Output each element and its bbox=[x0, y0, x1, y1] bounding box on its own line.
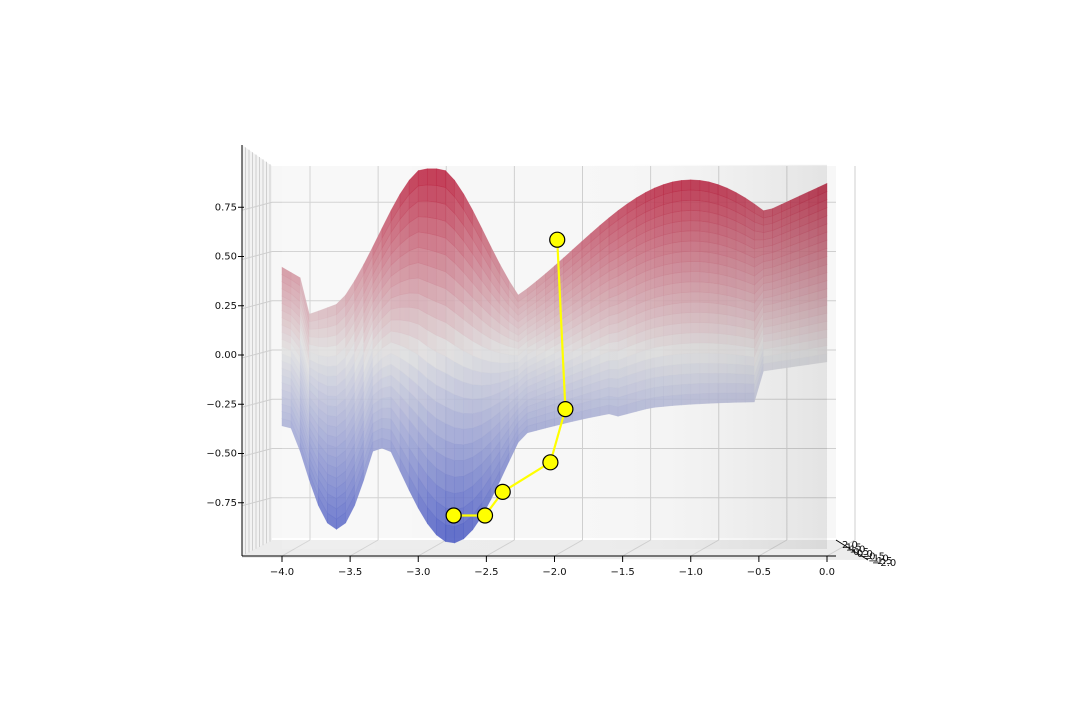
surface-shading bbox=[282, 164, 827, 549]
axes bbox=[241, 145, 869, 561]
x-tick-label: −3.0 bbox=[406, 567, 430, 578]
x-tick-label: −1.5 bbox=[610, 567, 634, 578]
y-tick-label: 1.5 bbox=[846, 542, 862, 553]
y-tick-label: −2.0 bbox=[872, 558, 896, 569]
grid-x-floor-line bbox=[826, 539, 856, 557]
y-tick-label: −1.5 bbox=[868, 556, 892, 567]
x-tick-label: −2.0 bbox=[542, 567, 566, 578]
y-tick-label: −1.0 bbox=[865, 554, 889, 565]
x-axis-ticks: −4.0 −3.5 −3.0 −2.5 −2.0 −1.5 −1.0 −0.5 0.0 bbox=[270, 556, 835, 578]
path-point bbox=[445, 507, 462, 524]
z-tick-label: 0.25 bbox=[215, 301, 237, 312]
y-tick-label: 1.0 bbox=[850, 545, 866, 556]
z-tick-label: 0.50 bbox=[215, 252, 237, 263]
surface-mesh bbox=[281, 164, 828, 549]
path-point bbox=[494, 483, 511, 500]
optimization-path bbox=[445, 231, 574, 524]
y-tick-label: 2.0 bbox=[842, 540, 858, 551]
y-tick-label: 0.5 bbox=[853, 547, 869, 558]
y-axis-ticks: 2.01.51.00.50.0−0.5−1.0−1.5−2.0 bbox=[842, 540, 896, 569]
x-tick-label: 0.0 bbox=[819, 567, 835, 578]
y-tick-label: 0.0 bbox=[857, 549, 873, 560]
z-axis-ticks: 0.75 0.50 0.25 0.00 −0.25 −0.50 −0.75 bbox=[206, 202, 244, 509]
x-tick-label: −3.5 bbox=[338, 567, 362, 578]
x-tick-label: −4.0 bbox=[270, 567, 294, 578]
path-point bbox=[542, 454, 559, 471]
path-point bbox=[557, 401, 574, 418]
z-tick-label: 0.00 bbox=[215, 350, 237, 361]
y-tick-label: −0.5 bbox=[861, 551, 885, 562]
y-axis-line bbox=[835, 539, 869, 561]
z-tick-label: 0.75 bbox=[215, 202, 237, 213]
x-tick-label: −2.5 bbox=[474, 567, 498, 578]
x-tick-label: −0.5 bbox=[747, 567, 771, 578]
path-point bbox=[549, 231, 566, 248]
x-tick-label: −1.0 bbox=[679, 567, 703, 578]
z-tick-label: −0.25 bbox=[206, 399, 237, 410]
z-tick-label: −0.50 bbox=[206, 449, 237, 460]
path-point bbox=[476, 507, 494, 524]
z-tick-label: −0.75 bbox=[206, 498, 237, 509]
